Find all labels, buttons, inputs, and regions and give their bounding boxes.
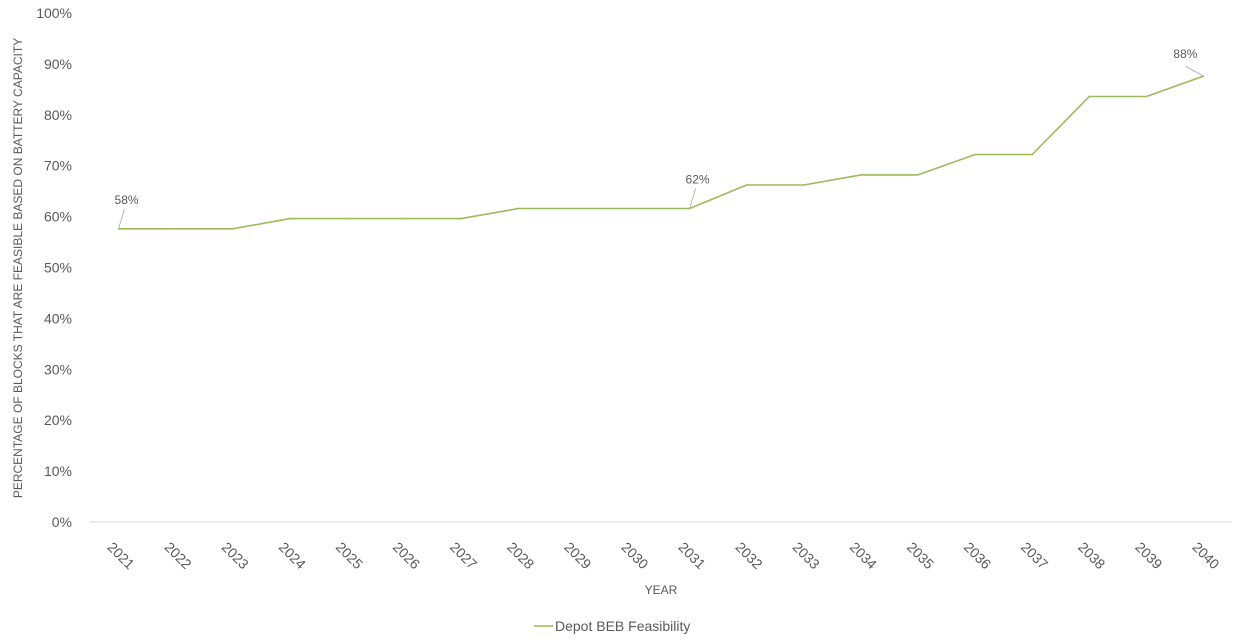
x-tick-label: 2030 — [618, 539, 651, 572]
data-label-leader — [689, 188, 696, 209]
data-point[interactable] — [745, 184, 748, 186]
y-tick-label: 80% — [44, 107, 72, 123]
legend-label: Depot BEB Feasibility — [555, 618, 690, 634]
x-tick-label: 2026 — [390, 539, 423, 572]
x-tick-label: 2040 — [1189, 539, 1222, 572]
data-point[interactable] — [1088, 95, 1091, 98]
data-label: 62% — [686, 172, 710, 186]
x-tick-label: 2038 — [1075, 539, 1108, 572]
data-label: 88% — [1173, 47, 1197, 61]
data-point[interactable] — [860, 174, 862, 176]
y-tick-label: 10% — [44, 463, 72, 479]
data-point[interactable] — [289, 217, 291, 220]
y-tick-label: 100% — [36, 5, 72, 21]
data-label-leader — [118, 208, 125, 229]
x-tick-label: 2025 — [333, 539, 366, 572]
y-tick-label: 20% — [44, 412, 72, 428]
x-tick-label: 2024 — [276, 539, 309, 572]
data-point[interactable] — [974, 153, 976, 156]
data-point[interactable] — [460, 217, 462, 220]
data-point[interactable] — [403, 217, 405, 220]
x-tick-label: 2029 — [561, 539, 594, 572]
data-point[interactable] — [631, 207, 634, 210]
data-point[interactable] — [574, 207, 577, 210]
y-tick-label: 70% — [44, 158, 72, 174]
data-point[interactable] — [802, 184, 805, 186]
series-line[interactable] — [118, 75, 1204, 230]
data-label-leader — [1185, 65, 1204, 77]
data-point[interactable] — [231, 228, 234, 230]
y-axis-title: PERCENTAGE OF BLOCKS THAT ARE FEASIBLE B… — [11, 38, 25, 498]
x-tick-label: 2028 — [504, 539, 537, 572]
y-tick-label: 50% — [44, 260, 72, 276]
data-point[interactable] — [917, 174, 919, 176]
x-tick-label: 2037 — [1018, 539, 1051, 572]
x-tick-label: 2021 — [104, 539, 137, 572]
x-tick-label: 2023 — [219, 539, 252, 572]
x-tick-label: 2033 — [790, 539, 823, 572]
y-tick-label: 30% — [44, 361, 72, 377]
x-tick-label: 2031 — [675, 539, 708, 572]
x-axis-ticks: 2021 2022 2023 2024 2025 2026 2027 2028 2029 2030… — [104, 539, 1222, 572]
data-point[interactable] — [1031, 153, 1033, 156]
series-layer — [117, 75, 1205, 230]
y-tick-label: 60% — [44, 209, 72, 225]
data-point[interactable] — [517, 207, 520, 210]
x-tick-label: 2032 — [733, 539, 766, 572]
data-labels: 58% 62% 88% — [115, 47, 1204, 229]
x-tick-label: 2022 — [162, 539, 195, 572]
y-axis-ticks: 0% 10% 20% 30% 40% 50% 60% 70% 80% 90% 100% — [36, 5, 72, 530]
x-tick-label: 2039 — [1132, 539, 1165, 572]
x-tick-label: 2034 — [847, 539, 880, 572]
x-tick-label: 2035 — [904, 539, 937, 572]
y-tick-label: 40% — [44, 310, 72, 326]
x-tick-label: 2036 — [961, 539, 994, 572]
data-point[interactable] — [346, 217, 348, 220]
x-tick-label: 2027 — [447, 539, 480, 572]
y-tick-label: 0% — [52, 514, 72, 530]
data-point[interactable] — [174, 228, 177, 230]
legend[interactable]: Depot BEB Feasibility — [534, 618, 690, 634]
data-label: 58% — [115, 193, 139, 207]
x-axis-title: YEAR — [645, 583, 678, 597]
y-tick-label: 90% — [44, 56, 72, 72]
data-point[interactable] — [1145, 95, 1148, 98]
